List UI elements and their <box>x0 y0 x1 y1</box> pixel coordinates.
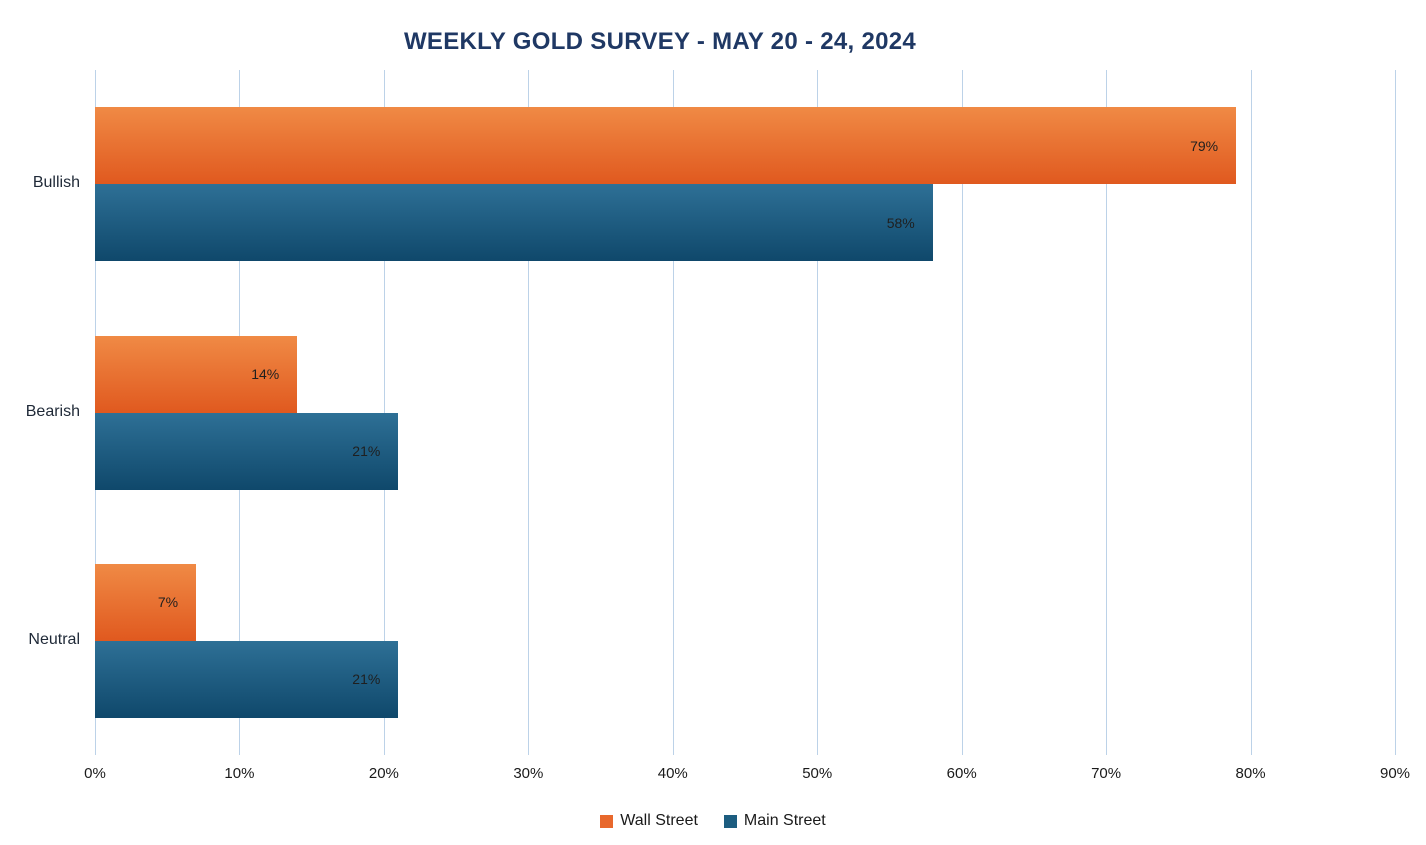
x-tick-label-0: 0% <box>84 765 106 782</box>
bar-value-label: 14% <box>251 366 280 382</box>
category-label-bullish: Bullish <box>32 174 80 192</box>
category-label-neutral: Neutral <box>28 630 80 648</box>
bar-wall-street-bearish: 14% <box>95 335 298 413</box>
x-tick-label-80: 80% <box>1235 765 1266 782</box>
bar-value-label: 21% <box>352 443 381 459</box>
legend-label-wall-street: Wall Street <box>620 812 698 829</box>
bar-main-street-neutral: 21% <box>95 640 399 718</box>
legend-item-main-street: Main Street <box>723 812 826 830</box>
category-label-bearish: Bearish <box>25 402 80 420</box>
legend-swatch-main-street <box>723 814 737 828</box>
gridline-70 <box>1106 70 1108 755</box>
legend-swatch-wall-street <box>600 814 614 828</box>
x-tick-label-10: 10% <box>224 765 255 782</box>
x-tick-label-50: 50% <box>802 765 833 782</box>
legend-item-wall-street: Wall Street <box>600 812 698 830</box>
legend-label-main-street: Main Street <box>743 812 826 829</box>
x-tick-label-30: 30% <box>513 765 544 782</box>
bar-value-label: 7% <box>157 594 179 611</box>
x-tick-label-40: 40% <box>657 765 688 782</box>
x-tick-label-90: 90% <box>1379 765 1411 782</box>
x-tick-label-20: 20% <box>368 765 399 782</box>
bar-value-label: 79% <box>1190 137 1219 154</box>
gridline-90 <box>1395 70 1396 755</box>
bar-main-street-bullish: 58% <box>95 184 933 262</box>
gridline-80 <box>1250 70 1252 755</box>
bar-value-label: 58% <box>886 214 915 231</box>
bar-wall-street-bullish: 79% <box>95 107 1237 185</box>
gridline-50 <box>817 70 819 755</box>
gridline-30 <box>528 70 530 755</box>
gridline-60 <box>961 70 963 755</box>
gridline-40 <box>672 70 674 755</box>
legend: Wall Street Main Street <box>0 812 1426 830</box>
bar-value-label: 21% <box>352 671 381 688</box>
chart-title: WEEKLY GOLD SURVEY - MAY 20 - 24, 2024 <box>403 28 917 55</box>
bar-wall-street-neutral: 7% <box>95 563 197 641</box>
x-tick-label-60: 60% <box>946 765 977 782</box>
plot-area: 79% 58% 14% 21% 7% 21% <box>95 70 1396 755</box>
x-tick-label-70: 70% <box>1091 765 1122 782</box>
bar-main-street-bearish: 21% <box>95 412 399 490</box>
